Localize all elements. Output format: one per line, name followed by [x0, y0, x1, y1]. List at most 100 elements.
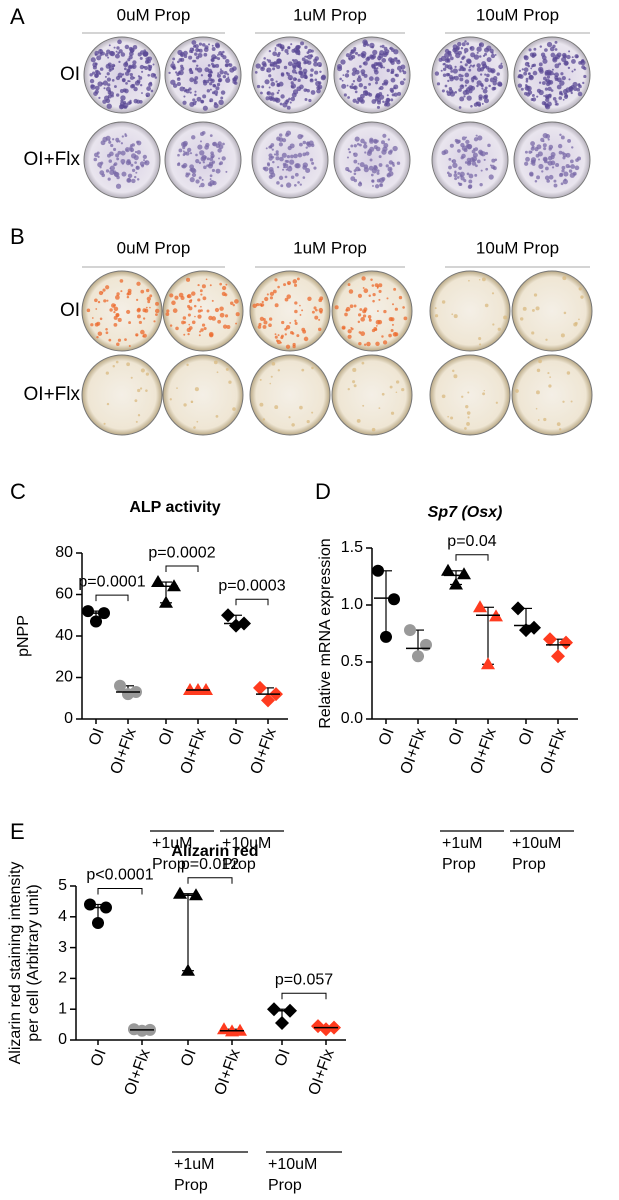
speckle [310, 68, 314, 72]
speckle [118, 60, 121, 63]
speckle [447, 73, 451, 77]
speckle [353, 85, 357, 90]
speckle [378, 283, 383, 288]
speckle [98, 96, 101, 99]
speckle [199, 150, 205, 156]
speckle [266, 70, 269, 73]
speckle [92, 71, 96, 75]
speckle [570, 159, 574, 164]
speckle [222, 55, 227, 60]
speckle [448, 87, 453, 91]
speckle [125, 60, 128, 63]
speckle [374, 94, 380, 100]
speckle [349, 53, 352, 57]
speckle [461, 136, 466, 141]
speckle [497, 327, 501, 331]
speckle [296, 277, 300, 281]
group-label: Prop [512, 856, 546, 873]
speckle [262, 418, 266, 421]
speckle [468, 68, 472, 72]
speckle [343, 93, 347, 97]
speckle [169, 398, 172, 401]
speckle [275, 152, 279, 156]
speckle [455, 45, 460, 50]
speckle [549, 376, 552, 378]
speckle [268, 317, 273, 321]
speckle [545, 166, 549, 171]
speckle [120, 158, 126, 164]
speckle [274, 335, 278, 339]
speckle [194, 315, 196, 318]
data-point [388, 593, 400, 606]
speckle [466, 172, 470, 176]
speckle [395, 73, 399, 78]
speckle [369, 54, 374, 59]
speckle [309, 78, 314, 83]
speckle [538, 62, 543, 67]
speckle [105, 371, 109, 375]
speckle [272, 160, 275, 164]
speckle [353, 49, 357, 52]
data-point [114, 679, 126, 692]
speckle [102, 80, 108, 86]
speckle [103, 422, 106, 425]
speckle [558, 173, 564, 178]
speckle [276, 166, 280, 169]
speckle [356, 97, 361, 101]
speckle [217, 78, 222, 83]
speckle [568, 78, 571, 81]
speckle [318, 307, 324, 313]
speckle [124, 44, 130, 50]
speckle [265, 96, 270, 101]
speckle [271, 155, 275, 159]
speckle [180, 54, 183, 57]
speckle [391, 303, 395, 306]
speckle [376, 67, 379, 70]
speckle [195, 179, 200, 184]
speckle [269, 97, 273, 101]
speckle [103, 87, 106, 90]
well [249, 354, 331, 436]
speckle [463, 47, 469, 53]
data-point [372, 564, 384, 577]
speckle [346, 169, 349, 172]
speckle [544, 48, 548, 52]
speckle [388, 333, 392, 338]
speckle [128, 321, 132, 325]
speckle [171, 61, 174, 64]
group-label: +10uM [222, 835, 271, 852]
speckle [105, 169, 110, 173]
speckle [468, 279, 470, 282]
speckle [217, 141, 222, 146]
speckle [198, 176, 202, 180]
speckle [272, 51, 278, 57]
speckle [491, 158, 496, 163]
speckle [124, 67, 127, 71]
speckle [294, 172, 299, 177]
speckle [544, 175, 550, 181]
speckle [141, 70, 144, 73]
well [249, 270, 331, 352]
speckle [444, 64, 449, 69]
speckle [177, 60, 180, 64]
speckle [259, 316, 264, 321]
speckle [369, 317, 371, 320]
speckle [207, 43, 211, 46]
speckle [489, 77, 495, 83]
speckle [94, 298, 98, 303]
speckle [381, 149, 387, 155]
speckle [314, 78, 318, 82]
speckle [149, 306, 151, 309]
speckle [573, 86, 578, 91]
speckle [107, 56, 110, 59]
speckle [318, 318, 321, 321]
speckle [109, 165, 115, 171]
speckle [219, 69, 224, 75]
speckle [289, 159, 295, 165]
speckle [97, 331, 103, 336]
speckle [143, 49, 147, 53]
speckle [373, 62, 378, 67]
speckle [209, 157, 214, 162]
speckle [304, 45, 308, 49]
speckle [132, 60, 137, 65]
